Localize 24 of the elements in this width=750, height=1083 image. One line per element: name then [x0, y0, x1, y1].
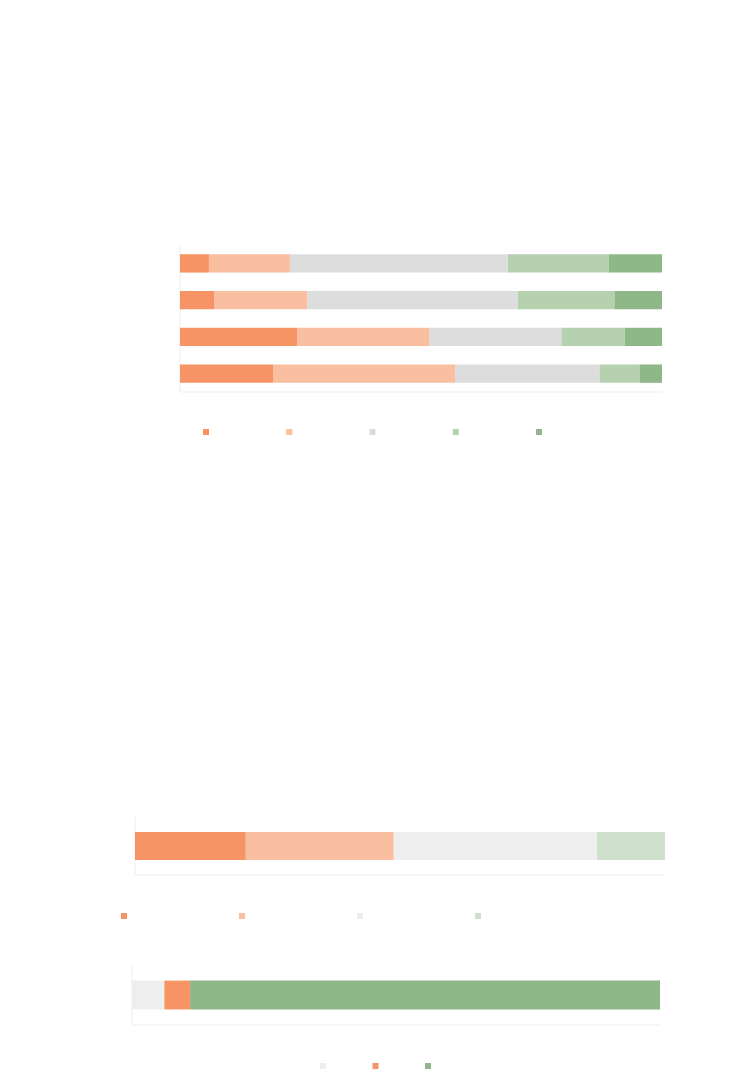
bar: [180, 290, 215, 310]
bar: [608, 254, 663, 273]
bar: [596, 832, 666, 860]
bar: [180, 364, 274, 383]
bar: [307, 290, 518, 310]
bar: [214, 290, 308, 310]
bar: [455, 364, 600, 383]
bar: [245, 832, 394, 860]
bar: [429, 327, 562, 347]
bar: [180, 254, 209, 273]
bar: [639, 364, 663, 383]
bar: [297, 327, 430, 347]
bar: [507, 254, 609, 273]
bar: [393, 832, 597, 860]
bar: [624, 327, 663, 347]
bar: [135, 832, 246, 860]
bar: [561, 327, 625, 347]
bar: [517, 290, 615, 310]
bar: [208, 254, 290, 273]
bar: [614, 290, 663, 310]
bar: [289, 254, 508, 273]
bar: [599, 364, 640, 383]
bar: [180, 327, 298, 347]
bar: [273, 364, 456, 383]
